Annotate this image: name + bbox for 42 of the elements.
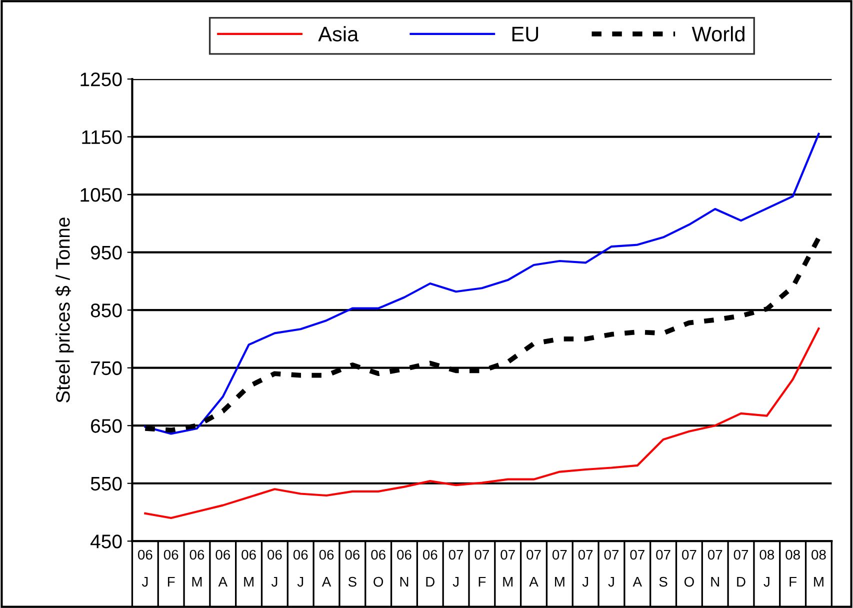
y-tick-label: 1150 [82, 130, 122, 144]
category-label: 06 J [138, 550, 152, 587]
category-label: 06 S [345, 550, 360, 587]
category-label: 06 M [190, 550, 204, 587]
y-tick-label: 550 [90, 476, 122, 491]
category-label: 07 J [578, 550, 593, 587]
category-label: 06 M [242, 550, 256, 587]
y-tick-label: 1050 [80, 188, 122, 202]
y-tick-label: 750 [91, 361, 122, 376]
category-label: 07 J [604, 550, 618, 587]
category-label: 06 A [216, 550, 230, 587]
legend-label: Asia [318, 26, 359, 42]
y-tick-label: 950 [90, 246, 122, 260]
category-label: 08 F [786, 550, 800, 587]
y-tick-label: 850 [90, 304, 122, 318]
y-tick-label: 650 [91, 419, 122, 433]
category-label: 07 M [500, 550, 515, 587]
y-axis-title: Steel prices $ / Tonne [55, 218, 74, 403]
line-series [144, 132, 820, 435]
category-label: 07 N [708, 550, 722, 587]
category-label: 07 D [734, 550, 748, 587]
category-label: 07 J [448, 550, 464, 587]
category-label: 06 A [319, 550, 334, 587]
category-label: 07 M [552, 550, 567, 587]
category-label: 06 F [164, 550, 178, 587]
category-label: 08 J [760, 550, 774, 587]
category-label: 07 S [656, 550, 670, 587]
category-label: 07 A [630, 550, 644, 587]
legend-label: EU [512, 26, 538, 42]
y-tick-label: 1250 [80, 72, 122, 86]
category-label: 06 N [397, 550, 412, 587]
category-label: 06 D [422, 550, 438, 587]
category-label: 06 O [371, 550, 386, 587]
line-series [144, 328, 820, 520]
legend-label: World [692, 26, 744, 42]
category-label: 06 J [293, 550, 308, 587]
category-label: 07 F [474, 550, 489, 587]
category-label: 07 O [682, 550, 696, 587]
y-tick-label: 450 [90, 534, 122, 548]
category-label: 08 M [812, 550, 826, 587]
category-label: 07 A [526, 550, 541, 587]
category-label: 06 J [268, 550, 282, 587]
